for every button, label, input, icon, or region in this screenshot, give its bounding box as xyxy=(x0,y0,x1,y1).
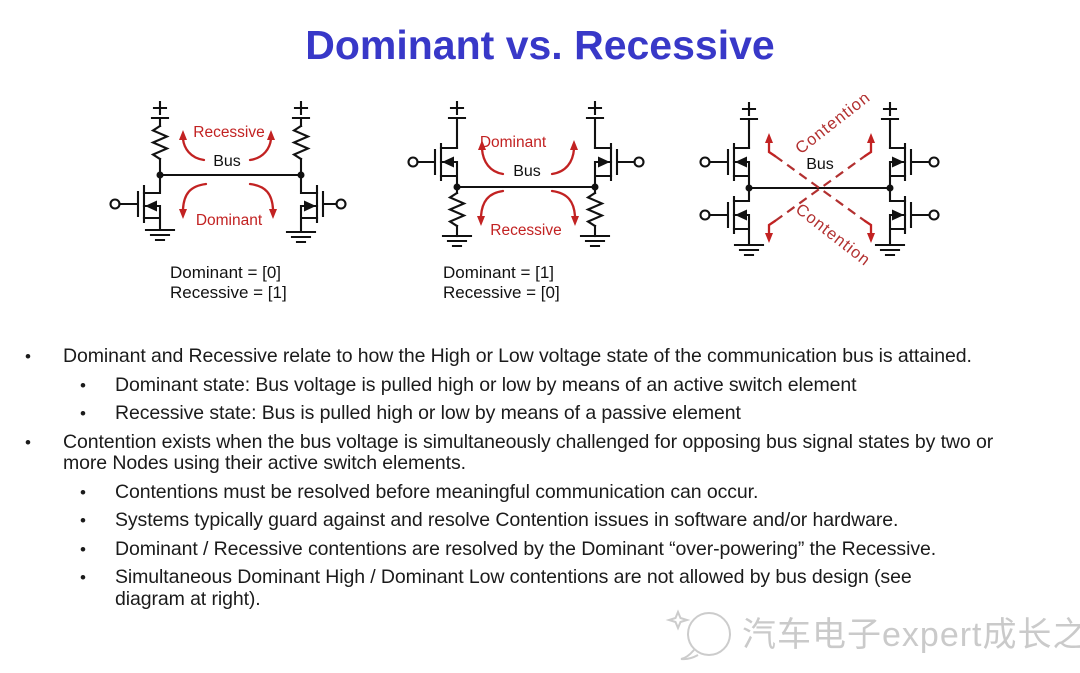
bus-node xyxy=(745,184,753,192)
sub-bullet-item: • Contentions must be resolved before me… xyxy=(0,480,1080,504)
ground-symbol xyxy=(733,243,906,257)
nmos-transistor-left xyxy=(109,173,162,232)
recessive-arrows-up xyxy=(179,130,275,162)
bullet-text: Dominant and Recessive relate to how the… xyxy=(63,345,972,367)
bullet-marker: • xyxy=(25,432,31,452)
caption-line: Dominant = [1] xyxy=(443,263,555,282)
nmos-transistor-right xyxy=(593,142,645,189)
dominant-label: Dominant xyxy=(480,134,547,151)
diagram1-caption: Dominant = [0] Recessive = [1] xyxy=(170,263,287,303)
nmos-transistor-top-left xyxy=(699,142,751,190)
nmos-transistor-top-right xyxy=(888,142,940,190)
bullet-marker: • xyxy=(80,404,86,423)
dominant-arrows-down xyxy=(179,182,277,219)
supply-symbol xyxy=(447,100,605,150)
bullet-text: Dominant / Recessive contentions are res… xyxy=(115,537,937,560)
diagram2-caption: Dominant = [1] Recessive = [0] xyxy=(443,263,560,303)
supply-symbol xyxy=(739,101,900,150)
supply-symbol xyxy=(150,100,311,128)
bullet-item: • Contention exists when the bus voltage… xyxy=(0,430,1080,475)
body-text: • Dominant and Recessive relate to how t… xyxy=(0,345,1080,617)
caption-line: Dominant = [0] xyxy=(170,263,282,282)
recessive-label: Recessive xyxy=(490,222,562,239)
dominant-label: Dominant xyxy=(196,212,263,229)
bullet-marker: • xyxy=(80,482,86,502)
nmos-transistor-bottom-left xyxy=(699,186,751,247)
sub-bullet-item: • Simultaneous Dominant High / Dominant … xyxy=(0,566,1080,610)
dominant-arrows-up xyxy=(478,140,578,176)
caption-line: Recessive = [0] xyxy=(443,283,560,302)
circuit-diagram-dominant-high: Dominant Bus Recessive xyxy=(407,100,645,248)
bullet-marker: • xyxy=(80,568,86,587)
bus-label: Bus xyxy=(213,153,241,170)
recessive-label: Recessive xyxy=(193,124,265,141)
bullet-text: Contention exists when the bus voltage i… xyxy=(63,430,994,474)
nmos-transistor-left xyxy=(407,142,459,189)
bus-label: Bus xyxy=(513,163,541,180)
pulldown-resistor xyxy=(447,185,605,238)
ground-symbol xyxy=(441,234,611,248)
sub-bullet-item: • Systems typically guard against and re… xyxy=(0,509,1080,532)
bullet-marker: • xyxy=(80,375,86,395)
bullet-text: Recessive state: Bus is pulled high or l… xyxy=(115,402,741,424)
nmos-transistor-right xyxy=(299,173,347,234)
nmos-transistor-bottom-right xyxy=(888,186,940,247)
ground-symbol xyxy=(144,228,317,244)
bus-label: Bus xyxy=(806,156,834,173)
circuit-diagram-contention: Bus Contention Contention xyxy=(699,95,940,270)
bullet-item: • Dominant and Recessive relate to how t… xyxy=(0,345,1080,368)
contention-cross-arrows xyxy=(765,133,875,243)
sub-bullet-item: • Recessive state: Bus is pulled high or… xyxy=(0,402,1080,425)
pullup-resistor xyxy=(150,124,311,174)
bullet-marker: • xyxy=(80,511,86,530)
bullet-marker: • xyxy=(80,539,86,559)
contention-label-bottom: Contention xyxy=(792,200,874,269)
slide-title: Dominant vs. Recessive xyxy=(305,22,775,68)
sub-bullet-item: • Dominant state: Bus voltage is pulled … xyxy=(0,373,1080,397)
bullet-text: Dominant state: Bus voltage is pulled hi… xyxy=(115,373,857,396)
bullet-text: Contentions must be resolved before mean… xyxy=(115,480,759,503)
contention-label-top: Contention xyxy=(792,95,874,158)
circuit-diagram-dominant-low: Recessive Bus Dominant xyxy=(109,100,347,244)
recessive-arrows-down xyxy=(477,189,579,226)
sub-bullet-item: • Dominant / Recessive contentions are r… xyxy=(0,537,1080,561)
bus-node xyxy=(886,184,894,192)
bullet-marker: • xyxy=(25,347,31,366)
bullet-text: Systems typically guard against and reso… xyxy=(115,509,899,531)
bullet-text: Simultaneous Dominant High / Dominant Lo… xyxy=(115,566,912,610)
caption-line: Recessive = [1] xyxy=(170,283,287,302)
